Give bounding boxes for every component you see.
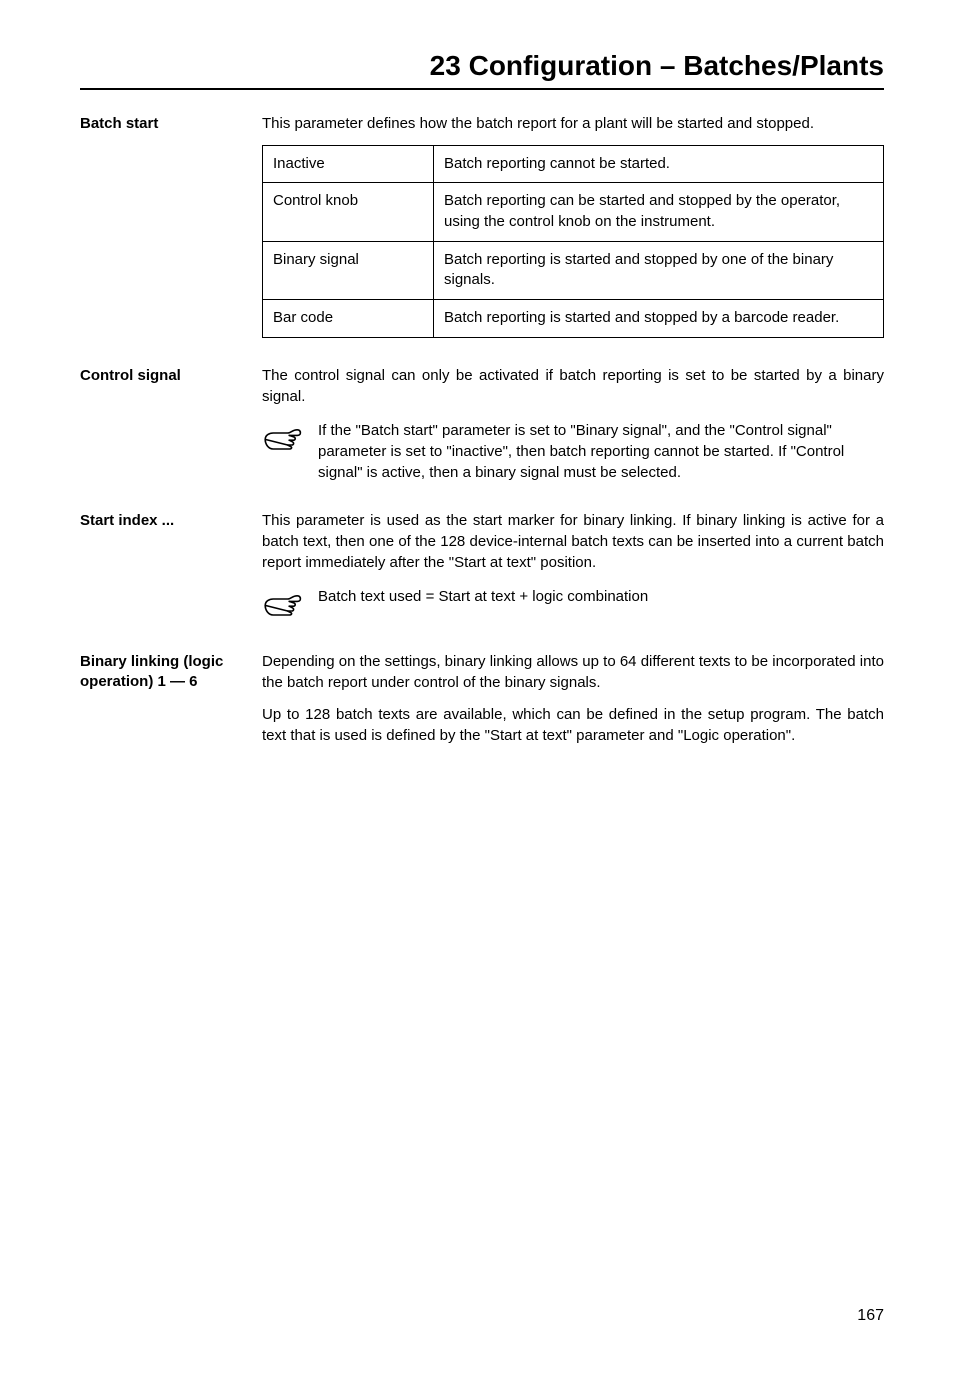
- table-cell-val: Batch reporting is started and stopped b…: [434, 300, 884, 338]
- table-row: Bar code Batch reporting is started and …: [263, 300, 884, 338]
- binary-linking-p2: Up to 128 batch texts are available, whi…: [262, 705, 884, 746]
- table-cell-val: Batch reporting can be started and stopp…: [434, 183, 884, 241]
- label-control-signal: Control signal: [80, 366, 262, 483]
- chapter-header: 23 Configuration – Batches/Plants: [80, 50, 884, 90]
- chapter-title: 23 Configuration – Batches/Plants: [430, 50, 884, 81]
- start-index-note: Batch text used = Start at text + logic …: [318, 587, 884, 624]
- section-batch-start: Batch start This parameter defines how t…: [80, 114, 884, 338]
- note-start-index: Batch text used = Start at text + logic …: [262, 587, 884, 624]
- table-cell-key: Inactive: [263, 145, 434, 183]
- binary-linking-p1: Depending on the settings, binary linkin…: [262, 652, 884, 693]
- table-cell-key: Control knob: [263, 183, 434, 241]
- table-cell-key: Bar code: [263, 300, 434, 338]
- batch-start-intro: This parameter defines how the batch rep…: [262, 114, 884, 135]
- label-start-index: Start index ...: [80, 511, 262, 624]
- control-signal-note: If the "Batch start" parameter is set to…: [318, 421, 884, 483]
- hand-point-icon: [262, 421, 318, 483]
- label-binary-linking: Binary linking (logic operation) 1 — 6: [80, 652, 262, 747]
- section-binary-linking: Binary linking (logic operation) 1 — 6 D…: [80, 652, 884, 747]
- hand-point-icon: [262, 587, 318, 624]
- start-index-intro: This parameter is used as the start mark…: [262, 511, 884, 573]
- label-batch-start: Batch start: [80, 114, 262, 338]
- batch-start-table: Inactive Batch reporting cannot be start…: [262, 145, 884, 338]
- table-row: Inactive Batch reporting cannot be start…: [263, 145, 884, 183]
- table-cell-val: Batch reporting is started and stopped b…: [434, 241, 884, 299]
- page-number: 167: [80, 1307, 884, 1325]
- table-row: Binary signal Batch reporting is started…: [263, 241, 884, 299]
- section-start-index: Start index ... This parameter is used a…: [80, 511, 884, 624]
- section-control-signal: Control signal The control signal can on…: [80, 366, 884, 483]
- control-signal-intro: The control signal can only be activated…: [262, 366, 884, 407]
- table-row: Control knob Batch reporting can be star…: [263, 183, 884, 241]
- table-cell-val: Batch reporting cannot be started.: [434, 145, 884, 183]
- table-cell-key: Binary signal: [263, 241, 434, 299]
- note-control-signal: If the "Batch start" parameter is set to…: [262, 421, 884, 483]
